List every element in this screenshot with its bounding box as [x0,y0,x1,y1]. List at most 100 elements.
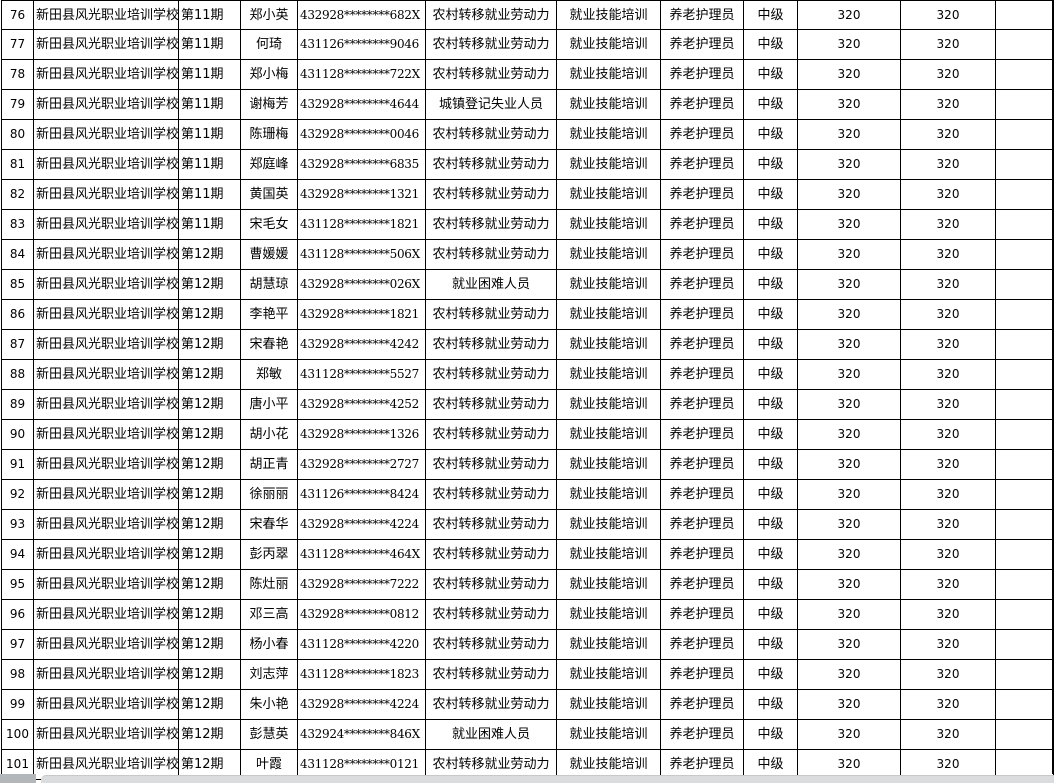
horizontal-scrollbar[interactable] [41,775,1054,783]
cell-row-index[interactable]: 88 [2,360,34,390]
cell-school[interactable]: 新田县风光职业培训学校 [34,240,179,270]
cell-school[interactable]: 新田县风光职业培训学校 [34,210,179,240]
cell-amount-b[interactable]: 320 [901,90,996,120]
cell-school[interactable]: 新田县风光职业培训学校 [34,720,179,750]
cell-session[interactable]: 第12期 [179,390,241,420]
cell-person-category[interactable]: 农村转移就业劳动力 [426,690,557,720]
cell-school[interactable]: 新田县风光职业培训学校 [34,120,179,150]
cell-session[interactable]: 第12期 [179,360,241,390]
cell-level[interactable]: 中级 [744,210,798,240]
cell-amount-b[interactable]: 320 [901,690,996,720]
cell-amount-b[interactable]: 320 [901,210,996,240]
cell-amount-a[interactable]: 320 [798,690,901,720]
cell-row-index[interactable]: 82 [2,180,34,210]
cell-school[interactable]: 新田县风光职业培训学校 [34,630,179,660]
cell-session[interactable]: 第12期 [179,510,241,540]
cell-person-category[interactable]: 就业困难人员 [426,720,557,750]
cell-blank[interactable] [996,600,1054,630]
cell-id-number[interactable]: 431126********8424 [298,480,426,510]
cell-occupation[interactable]: 养老护理员 [661,390,744,420]
cell-amount-b[interactable]: 320 [901,180,996,210]
cell-school[interactable]: 新田县风光职业培训学校 [34,480,179,510]
cell-id-number[interactable]: 431128********722X [298,60,426,90]
cell-amount-b[interactable]: 320 [901,120,996,150]
cell-occupation[interactable]: 养老护理员 [661,690,744,720]
cell-amount-b[interactable]: 320 [901,630,996,660]
cell-occupation[interactable]: 养老护理员 [661,240,744,270]
cell-training-type[interactable]: 就业技能培训 [557,690,661,720]
cell-amount-a[interactable]: 320 [798,0,901,30]
cell-trainee-name[interactable]: 陈珊梅 [241,120,298,150]
cell-id-number[interactable]: 432928********4224 [298,690,426,720]
cell-trainee-name[interactable]: 郑庭峰 [241,150,298,180]
cell-school[interactable]: 新田县风光职业培训学校 [34,600,179,630]
cell-trainee-name[interactable]: 胡小花 [241,420,298,450]
cell-id-number[interactable]: 432928********682X [298,0,426,30]
cell-trainee-name[interactable]: 何琦 [241,30,298,60]
cell-amount-b[interactable]: 320 [901,150,996,180]
cell-trainee-name[interactable]: 彭慧英 [241,720,298,750]
cell-id-number[interactable]: 432928********4252 [298,390,426,420]
cell-amount-b[interactable]: 320 [901,510,996,540]
cell-blank[interactable] [996,570,1054,600]
cell-row-index[interactable]: 98 [2,660,34,690]
cell-amount-a[interactable]: 320 [798,210,901,240]
cell-person-category[interactable]: 农村转移就业劳动力 [426,390,557,420]
cell-training-type[interactable]: 就业技能培训 [557,0,661,30]
cell-session[interactable]: 第11期 [179,180,241,210]
cell-amount-b[interactable]: 320 [901,30,996,60]
cell-occupation[interactable]: 养老护理员 [661,630,744,660]
cell-person-category[interactable]: 农村转移就业劳动力 [426,450,557,480]
cell-blank[interactable] [996,180,1054,210]
cell-training-type[interactable]: 就业技能培训 [557,60,661,90]
cell-trainee-name[interactable]: 唐小平 [241,390,298,420]
cell-training-type[interactable]: 就业技能培训 [557,450,661,480]
cell-training-type[interactable]: 就业技能培训 [557,600,661,630]
cell-session[interactable]: 第11期 [179,30,241,60]
cell-trainee-name[interactable]: 邓三高 [241,600,298,630]
cell-level[interactable]: 中级 [744,90,798,120]
cell-occupation[interactable]: 养老护理员 [661,150,744,180]
cell-amount-b[interactable]: 320 [901,270,996,300]
cell-trainee-name[interactable]: 宋毛女 [241,210,298,240]
cell-blank[interactable] [996,510,1054,540]
cell-blank[interactable] [996,60,1054,90]
cell-training-type[interactable]: 就业技能培训 [557,660,661,690]
cell-session[interactable]: 第11期 [179,210,241,240]
cell-level[interactable]: 中级 [744,720,798,750]
cell-row-index[interactable]: 79 [2,90,34,120]
cell-amount-b[interactable]: 320 [901,450,996,480]
cell-session[interactable]: 第12期 [179,720,241,750]
cell-session[interactable]: 第12期 [179,330,241,360]
cell-training-type[interactable]: 就业技能培训 [557,570,661,600]
cell-occupation[interactable]: 养老护理员 [661,510,744,540]
cell-row-index[interactable]: 95 [2,570,34,600]
cell-school[interactable]: 新田县风光职业培训学校 [34,420,179,450]
cell-level[interactable]: 中级 [744,690,798,720]
cell-school[interactable]: 新田县风光职业培训学校 [34,390,179,420]
cell-school[interactable]: 新田县风光职业培训学校 [34,330,179,360]
cell-school[interactable]: 新田县风光职业培训学校 [34,0,179,30]
cell-level[interactable]: 中级 [744,420,798,450]
cell-row-index[interactable]: 97 [2,630,34,660]
cell-blank[interactable] [996,450,1054,480]
cell-amount-a[interactable]: 320 [798,630,901,660]
cell-training-type[interactable]: 就业技能培训 [557,90,661,120]
cell-amount-a[interactable]: 320 [798,510,901,540]
cell-id-number[interactable]: 432928********1321 [298,180,426,210]
cell-school[interactable]: 新田县风光职业培训学校 [34,30,179,60]
cell-amount-a[interactable]: 320 [798,480,901,510]
cell-occupation[interactable]: 养老护理员 [661,540,744,570]
cell-occupation[interactable]: 养老护理员 [661,570,744,600]
cell-amount-b[interactable]: 320 [901,720,996,750]
cell-id-number[interactable]: 431128********1821 [298,210,426,240]
cell-blank[interactable] [996,30,1054,60]
cell-amount-a[interactable]: 320 [798,390,901,420]
cell-session[interactable]: 第12期 [179,270,241,300]
cell-id-number[interactable]: 432928********4242 [298,330,426,360]
cell-id-number[interactable]: 432924********846X [298,720,426,750]
cell-person-category[interactable]: 农村转移就业劳动力 [426,150,557,180]
cell-trainee-name[interactable]: 陈灶丽 [241,570,298,600]
cell-person-category[interactable]: 农村转移就业劳动力 [426,420,557,450]
cell-id-number[interactable]: 431128********4220 [298,630,426,660]
